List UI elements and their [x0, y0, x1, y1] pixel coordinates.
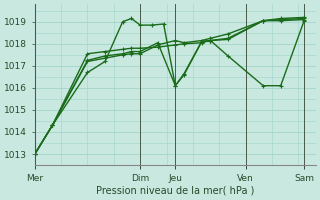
X-axis label: Pression niveau de la mer( hPa ): Pression niveau de la mer( hPa ) [96, 186, 254, 196]
